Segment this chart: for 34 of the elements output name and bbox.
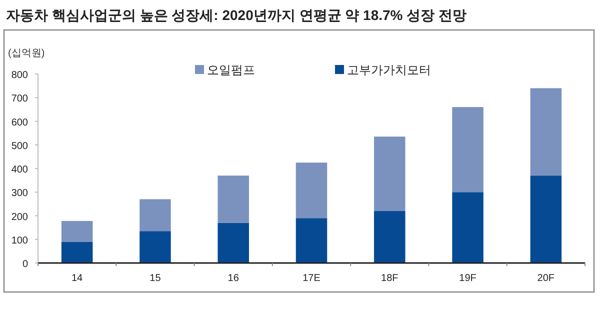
y-tick-label: 400 [11,164,28,176]
bar [452,107,484,192]
bar [296,218,328,263]
bar [140,231,171,263]
y-tick-label: 500 [11,140,28,152]
x-tick-label: 20F [537,273,555,284]
bar [61,242,93,263]
x-tick-label: 14 [72,273,84,284]
bar [218,176,249,223]
x-tick-label: 17E [302,273,321,284]
y-tick-label: 800 [11,70,28,81]
bar [140,199,171,232]
y-axis-title: (십억원) [8,48,45,59]
legend-label: 오일펌프 [207,63,255,77]
legend-label: 고부가가치모터 [347,63,431,77]
bar [452,192,484,263]
y-tick-label: 200 [11,212,28,223]
bar [530,88,562,176]
y-tick-label: 700 [11,94,28,105]
y-tick-label: 600 [11,117,28,128]
bar [61,220,93,242]
bar [374,211,406,263]
x-tick-label: 16 [228,273,240,284]
x-tick-label: 18F [381,273,398,284]
bar [530,176,562,263]
bar [218,222,249,263]
bar [374,136,406,212]
x-tick-label: 19F [459,273,476,284]
chart-title: 자동차 핵심사업군의 높은 성장세: 2020년까지 연평균 약 18.7% 성장 전망 [6,7,467,23]
y-tick-label: 300 [11,188,28,200]
x-tick-label: 15 [150,273,162,284]
bar [296,162,328,218]
y-tick-label: 0 [22,259,28,270]
y-tick-label: 100 [11,235,28,246]
